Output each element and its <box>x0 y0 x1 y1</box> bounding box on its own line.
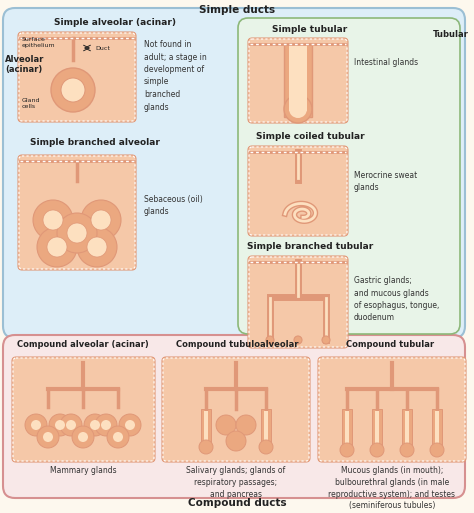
Text: Salivary glands; glands of
respiratory passages;
and pancreas: Salivary glands; glands of respiratory p… <box>186 466 286 499</box>
Text: Gastric glands;
and mucous glands
of esophagus, tongue,
duodenum: Gastric glands; and mucous glands of eso… <box>354 276 439 323</box>
Circle shape <box>77 227 117 267</box>
Circle shape <box>340 443 354 457</box>
Circle shape <box>259 440 273 454</box>
Circle shape <box>199 440 213 454</box>
Text: Merocrine sweat
glands: Merocrine sweat glands <box>354 171 417 192</box>
Bar <box>201 409 211 447</box>
Circle shape <box>84 414 106 436</box>
Bar <box>402 409 412 449</box>
Circle shape <box>236 415 256 435</box>
FancyBboxPatch shape <box>162 357 310 462</box>
Circle shape <box>66 420 76 430</box>
Circle shape <box>49 414 71 436</box>
Circle shape <box>81 200 121 240</box>
Circle shape <box>25 414 47 436</box>
FancyBboxPatch shape <box>248 256 348 348</box>
Circle shape <box>430 443 444 457</box>
Text: Compound ducts: Compound ducts <box>188 498 286 508</box>
Text: Alveolar
(acinar): Alveolar (acinar) <box>5 55 45 74</box>
Bar <box>372 409 382 449</box>
Bar <box>204 411 208 445</box>
Circle shape <box>119 414 141 436</box>
Circle shape <box>266 336 274 344</box>
Circle shape <box>370 443 384 457</box>
Bar <box>264 411 268 445</box>
Text: Not found in
adult; a stage in
development of
simple
branched
glands: Not found in adult; a stage in developme… <box>144 40 207 111</box>
Circle shape <box>113 432 123 442</box>
Circle shape <box>95 414 117 436</box>
FancyBboxPatch shape <box>3 335 465 498</box>
Circle shape <box>67 223 87 243</box>
FancyBboxPatch shape <box>18 155 136 270</box>
Text: Sebaceous (oil)
glands: Sebaceous (oil) glands <box>144 195 203 216</box>
Bar <box>432 409 442 449</box>
Bar <box>345 411 349 447</box>
Bar <box>375 411 379 447</box>
Circle shape <box>55 420 65 430</box>
Circle shape <box>43 432 53 442</box>
Circle shape <box>43 210 63 230</box>
Circle shape <box>90 420 100 430</box>
Circle shape <box>216 415 236 435</box>
Text: Simple coiled tubular: Simple coiled tubular <box>255 132 365 141</box>
Circle shape <box>72 426 94 448</box>
Bar <box>284 44 312 117</box>
Circle shape <box>47 237 67 257</box>
Circle shape <box>61 78 85 102</box>
Bar <box>261 409 271 447</box>
FancyBboxPatch shape <box>238 18 460 334</box>
Text: Gland
cells: Gland cells <box>22 98 40 109</box>
FancyBboxPatch shape <box>248 146 348 236</box>
FancyBboxPatch shape <box>248 38 348 123</box>
Bar <box>342 409 352 449</box>
Text: Compound tubular: Compound tubular <box>346 340 434 349</box>
Circle shape <box>101 420 111 430</box>
Circle shape <box>294 336 302 344</box>
FancyBboxPatch shape <box>18 32 136 122</box>
Circle shape <box>87 237 107 257</box>
Text: Compound alveolar (acinar): Compound alveolar (acinar) <box>17 340 149 349</box>
Text: Simple tubular: Simple tubular <box>273 25 347 34</box>
Text: Tubular: Tubular <box>433 30 469 39</box>
FancyBboxPatch shape <box>12 357 155 462</box>
Circle shape <box>322 336 330 344</box>
Text: Simple alveolar (acinar): Simple alveolar (acinar) <box>54 18 176 27</box>
Circle shape <box>289 100 307 118</box>
Text: Simple branched tubular: Simple branched tubular <box>247 242 373 251</box>
Circle shape <box>226 431 246 451</box>
Text: Simple ducts: Simple ducts <box>199 5 275 15</box>
Text: Surface
epithelium: Surface epithelium <box>22 37 55 48</box>
Text: Mucous glands (in mouth);
bulbourethral glands (in male
reproductive system); an: Mucous glands (in mouth); bulbourethral … <box>328 466 456 510</box>
Circle shape <box>400 443 414 457</box>
Text: Mammary glands: Mammary glands <box>50 466 116 475</box>
Text: Simple branched alveolar: Simple branched alveolar <box>30 138 160 147</box>
Circle shape <box>60 414 82 436</box>
Bar <box>435 411 439 447</box>
Circle shape <box>57 213 97 253</box>
Circle shape <box>91 210 111 230</box>
Text: Compound tubuloalveolar: Compound tubuloalveolar <box>176 340 298 349</box>
Circle shape <box>284 95 312 123</box>
FancyBboxPatch shape <box>3 8 465 338</box>
Circle shape <box>107 426 129 448</box>
Bar <box>405 411 409 447</box>
Bar <box>289 44 307 111</box>
Circle shape <box>37 426 59 448</box>
Text: Duct: Duct <box>95 46 110 50</box>
Circle shape <box>51 68 95 112</box>
Circle shape <box>37 227 77 267</box>
FancyBboxPatch shape <box>318 357 466 462</box>
Circle shape <box>33 200 73 240</box>
Text: Intestinal glands: Intestinal glands <box>354 58 418 67</box>
Circle shape <box>31 420 41 430</box>
Circle shape <box>125 420 135 430</box>
Circle shape <box>78 432 88 442</box>
